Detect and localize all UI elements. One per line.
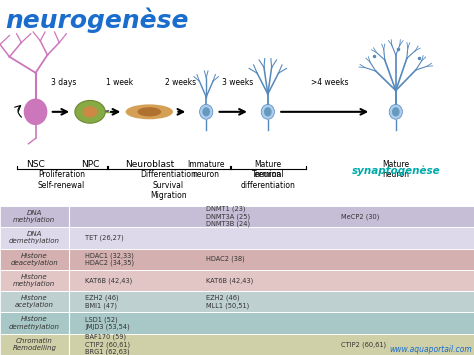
- Ellipse shape: [24, 98, 47, 125]
- Ellipse shape: [392, 107, 400, 116]
- Text: 1 week: 1 week: [106, 78, 134, 87]
- Text: Histone
acetylation: Histone acetylation: [15, 295, 54, 308]
- Text: KAT6B (42,43): KAT6B (42,43): [85, 277, 133, 284]
- Bar: [0, 270, 474, 291]
- Text: www.aquaportail.com: www.aquaportail.com: [389, 345, 472, 354]
- Bar: [0, 312, 474, 334]
- Text: HDAC2 (38): HDAC2 (38): [206, 256, 245, 262]
- Bar: [0, 227, 474, 248]
- Text: Histone
deacetylation: Histone deacetylation: [10, 253, 58, 266]
- Text: HDAC1 (32,33)
HDAC2 (34,35): HDAC1 (32,33) HDAC2 (34,35): [85, 252, 135, 266]
- Ellipse shape: [202, 107, 210, 116]
- Ellipse shape: [264, 107, 272, 116]
- Bar: [0, 248, 474, 270]
- Bar: [0, 334, 474, 355]
- Text: Proliferation
Self-renewal: Proliferation Self-renewal: [38, 170, 85, 190]
- Text: 2 weeks: 2 weeks: [164, 78, 196, 87]
- Text: DNA
methylation: DNA methylation: [13, 210, 55, 223]
- Text: DNA
demethylation: DNA demethylation: [9, 231, 60, 244]
- Text: NSC: NSC: [26, 160, 45, 169]
- Text: 3 days: 3 days: [51, 78, 77, 87]
- Text: EZH2 (46)
MLL1 (50,51): EZH2 (46) MLL1 (50,51): [206, 295, 249, 309]
- Text: TET (26,27): TET (26,27): [85, 235, 124, 241]
- Circle shape: [82, 106, 98, 118]
- Text: synaptogenèse: synaptogenèse: [352, 165, 440, 176]
- Text: 3 weeks: 3 weeks: [222, 78, 254, 87]
- Text: Immature
neuron: Immature neuron: [187, 160, 225, 179]
- Text: Neuroblast: Neuroblast: [125, 160, 174, 169]
- Text: neurogenèse: neurogenèse: [5, 7, 188, 33]
- Text: Histone
methylation: Histone methylation: [13, 274, 55, 287]
- Text: Differentiation
Survival
Migration: Differentiation Survival Migration: [140, 170, 196, 200]
- Text: Mature
neuron: Mature neuron: [382, 160, 410, 179]
- Text: Chromatin
Remodelling: Chromatin Remodelling: [12, 338, 56, 351]
- Text: >4 weeks: >4 weeks: [310, 78, 348, 87]
- Circle shape: [75, 100, 105, 123]
- Text: Histone
demethylation: Histone demethylation: [9, 317, 60, 329]
- Text: Terminal
differentiation: Terminal differentiation: [241, 170, 296, 190]
- Bar: [0, 206, 474, 227]
- Text: MeCP2 (30): MeCP2 (30): [341, 213, 380, 220]
- Text: NPC: NPC: [81, 160, 99, 169]
- Ellipse shape: [137, 107, 161, 116]
- Text: EZH2 (46)
BMI1 (47): EZH2 (46) BMI1 (47): [85, 295, 119, 309]
- Text: DNMT1 (23)
DNMT3A (25)
DNMT3B (24): DNMT1 (23) DNMT3A (25) DNMT3B (24): [206, 206, 250, 227]
- Ellipse shape: [261, 104, 274, 119]
- Ellipse shape: [389, 104, 402, 119]
- Bar: [0, 291, 474, 312]
- Text: CTIP2 (60,61): CTIP2 (60,61): [341, 341, 386, 348]
- Text: BAF170 (59)
CTIP2 (60,61)
BRG1 (62,63): BAF170 (59) CTIP2 (60,61) BRG1 (62,63): [85, 334, 130, 355]
- Text: LSD1 (52)
JMJD3 (53,54): LSD1 (52) JMJD3 (53,54): [85, 316, 130, 330]
- Text: Mature
neuron: Mature neuron: [254, 160, 282, 179]
- Ellipse shape: [200, 104, 213, 119]
- Ellipse shape: [126, 104, 173, 119]
- Text: KAT6B (42,43): KAT6B (42,43): [206, 277, 254, 284]
